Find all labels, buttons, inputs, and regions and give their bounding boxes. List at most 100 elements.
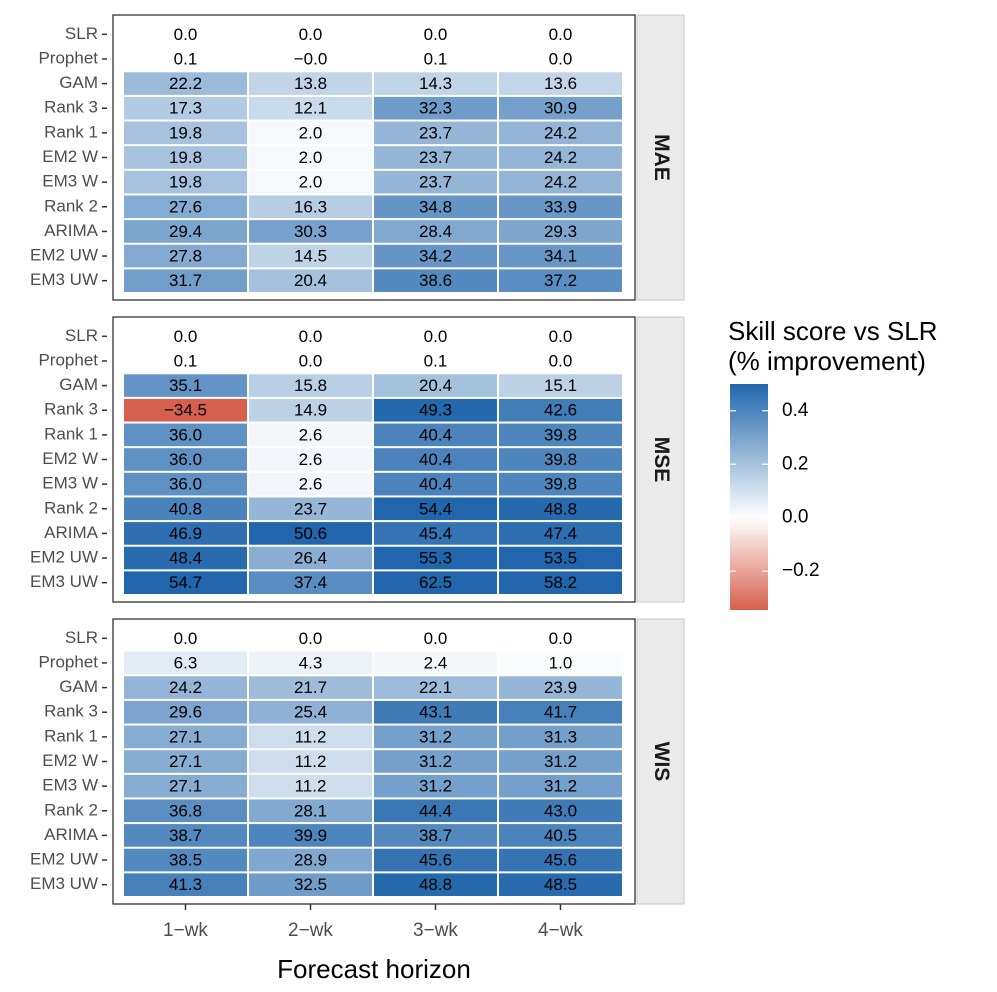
- cell-value-label: 13.6: [544, 74, 577, 93]
- row-label: SLR: [65, 24, 98, 43]
- cell-value-label: 54.4: [419, 499, 452, 518]
- heat-tile: [374, 220, 497, 243]
- legend-tick-label: 0.4: [782, 400, 809, 421]
- cell-value-label: 40.4: [419, 475, 452, 494]
- cell-value-label: 34.1: [544, 247, 577, 266]
- heat-tile: [374, 72, 497, 95]
- row-label: EM2 W: [42, 751, 98, 770]
- heat-tile: [124, 170, 247, 194]
- heat-tile: [374, 472, 497, 496]
- heat-tile: [249, 497, 372, 521]
- cell-value-label: 24.2: [544, 148, 577, 167]
- row-label: Rank 2: [44, 196, 98, 215]
- cell-value-label: 15.1: [544, 376, 577, 395]
- heat-tile: [374, 195, 497, 219]
- heat-tile: [124, 725, 247, 749]
- heat-tile: [374, 873, 497, 896]
- cell-value-label: 2.0: [299, 123, 323, 142]
- heat-tile: [374, 423, 497, 447]
- heat-tile: [249, 725, 372, 749]
- heat-tile: [249, 121, 372, 145]
- cell-value-label: 53.5: [544, 549, 577, 568]
- cell-value-label: 31.2: [419, 727, 452, 746]
- heat-tile: [249, 72, 372, 95]
- cell-value-label: 38.5: [169, 851, 202, 870]
- row-label: GAM: [59, 73, 98, 92]
- x-tick-label: 1−wk: [163, 920, 208, 941]
- cell-value-label: 37.4: [294, 573, 327, 592]
- heat-tile: [249, 146, 372, 169]
- heat-tile: [374, 96, 497, 120]
- heat-tile: [249, 374, 372, 397]
- heat-tile: [499, 799, 622, 823]
- heat-tile: [499, 448, 622, 471]
- heat-tile: [499, 423, 622, 447]
- heat-tile: [124, 146, 247, 169]
- legend-tick-label: −0.2: [782, 560, 820, 581]
- cell-value-label: 0.0: [174, 25, 198, 44]
- heat-tile: [124, 269, 247, 292]
- heat-tile: [499, 651, 622, 675]
- row-label: EM2 UW: [30, 850, 98, 869]
- heat-tile: [124, 651, 247, 675]
- heat-tile: [249, 195, 372, 219]
- heat-tile: [499, 571, 622, 594]
- row-label: GAM: [59, 375, 98, 394]
- legend-title-line2: (% improvement): [728, 346, 926, 376]
- cell-value-label: 20.4: [294, 271, 327, 290]
- heat-tile: [124, 522, 247, 545]
- cell-value-label: 11.2: [295, 727, 327, 746]
- cell-value-label: 21.7: [294, 678, 327, 697]
- heat-tile: [249, 423, 372, 447]
- facet-strip-label: MAE: [650, 134, 673, 181]
- cell-value-label: 36.0: [169, 450, 202, 469]
- cell-value-label: 46.9: [169, 524, 202, 543]
- cell-value-label: 29.6: [169, 703, 202, 722]
- heat-tile: [249, 750, 372, 773]
- cell-value-label: 1.0: [549, 653, 573, 672]
- row-label: ARIMA: [44, 523, 99, 542]
- heat-tile: [124, 571, 247, 594]
- heat-tile: [124, 546, 247, 570]
- cell-value-label: 37.2: [544, 271, 577, 290]
- heat-tile: [499, 146, 622, 169]
- x-tick-label: 2−wk: [288, 920, 333, 941]
- cell-value-label: 25.4: [294, 703, 327, 722]
- cell-value-label: 14.9: [294, 401, 327, 420]
- cell-value-label: 0.0: [424, 327, 448, 346]
- heat-tile: [499, 269, 622, 292]
- heat-tile: [124, 374, 247, 397]
- cell-value-label: 24.2: [169, 678, 202, 697]
- heat-tile: [499, 824, 622, 847]
- row-label: Rank 2: [44, 498, 98, 517]
- cell-value-label: 28.4: [419, 222, 452, 241]
- cell-value-label: 31.2: [544, 752, 577, 771]
- heat-tile: [124, 423, 247, 447]
- heat-tile: [249, 244, 372, 268]
- cell-value-label: 54.7: [169, 573, 202, 592]
- cell-value-label: 34.8: [419, 197, 452, 216]
- cell-value-label: 28.1: [294, 801, 327, 820]
- cell-value-label: 42.6: [544, 401, 577, 420]
- cell-value-label: 20.4: [419, 376, 452, 395]
- cell-value-label: 31.2: [419, 777, 452, 796]
- cell-value-label: 27.1: [169, 727, 202, 746]
- heat-tile: [249, 651, 372, 675]
- heat-tile: [249, 96, 372, 120]
- heat-tile: [124, 96, 247, 120]
- row-label: EM3 UW: [30, 572, 98, 591]
- heat-tile: [249, 170, 372, 194]
- cell-value-label: 0.0: [549, 351, 573, 370]
- x-axis-title: Forecast horizon: [277, 954, 471, 984]
- cell-value-label: 38.7: [419, 826, 452, 845]
- row-label: Rank 3: [44, 702, 98, 721]
- row-label: EM3 W: [42, 474, 98, 493]
- cell-value-label: 40.4: [419, 425, 452, 444]
- cell-value-label: 0.0: [424, 25, 448, 44]
- heat-tile: [124, 824, 247, 847]
- cell-value-label: 2.6: [299, 425, 323, 444]
- cell-value-label: 29.4: [169, 222, 202, 241]
- heat-tile: [499, 750, 622, 773]
- heat-tile: [374, 170, 497, 194]
